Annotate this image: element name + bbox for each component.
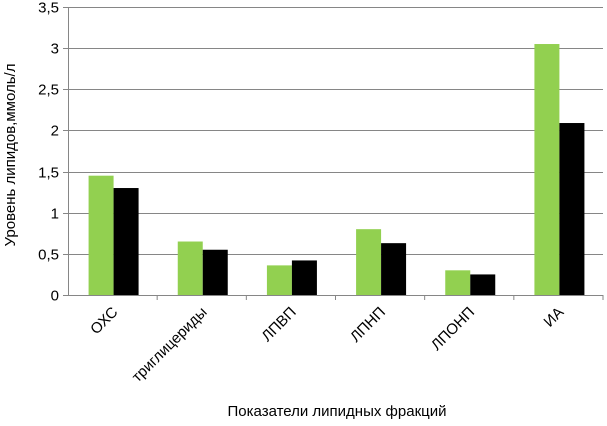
bar-ИА-s2 xyxy=(559,123,585,295)
y-tick-label: 2,5 xyxy=(38,82,59,99)
bar-триглицериды-s1 xyxy=(177,241,203,295)
y-axis-title: Уровень липидов,ммоль/л xyxy=(2,64,19,247)
bar-ОХС-s2 xyxy=(113,188,139,295)
y-tick-label: 0,5 xyxy=(38,247,59,264)
x-category-labels: ОХС триглицериды ЛПВП ЛПНП ЛПОНП ИА xyxy=(87,304,567,386)
y-tick-label: 1 xyxy=(51,206,59,223)
x-axis-title: Показатели липидных фракций xyxy=(228,403,447,420)
bar-ЛПНП-s1 xyxy=(356,229,382,295)
bar-триглицериды-s2 xyxy=(202,249,228,295)
y-tick-labels: 0 0,5 1 1,5 2 2,5 3 3,5 xyxy=(38,0,59,305)
x-category-label: ЛПВП xyxy=(258,304,299,345)
y-tick-label: 1,5 xyxy=(38,165,59,182)
x-category-label: ЛПНП xyxy=(347,304,389,346)
y-tick-label: 2 xyxy=(51,123,59,140)
y-tick-label: 3 xyxy=(51,41,59,58)
bar-ЛПВП-s2 xyxy=(291,260,317,295)
x-category-label: ЛПОНП xyxy=(428,304,478,354)
y-tick-label: 3,5 xyxy=(38,0,59,17)
x-category-label: ИА xyxy=(541,304,568,331)
y-tick-label: 0 xyxy=(51,288,59,305)
bars xyxy=(88,44,585,296)
bar-ЛПОНП-s1 xyxy=(445,270,471,295)
bar-ИА-s1 xyxy=(534,44,560,296)
gridlines xyxy=(63,7,603,296)
bar-ЛПОНП-s2 xyxy=(470,274,496,295)
axes xyxy=(68,7,604,300)
bar-ОХС-s1 xyxy=(88,175,114,295)
bar-ЛПНП-s2 xyxy=(381,243,407,295)
x-category-label: триглицериды xyxy=(129,304,211,386)
x-category-label: ОХС xyxy=(87,304,121,338)
bar-ЛПВП-s1 xyxy=(266,265,292,295)
